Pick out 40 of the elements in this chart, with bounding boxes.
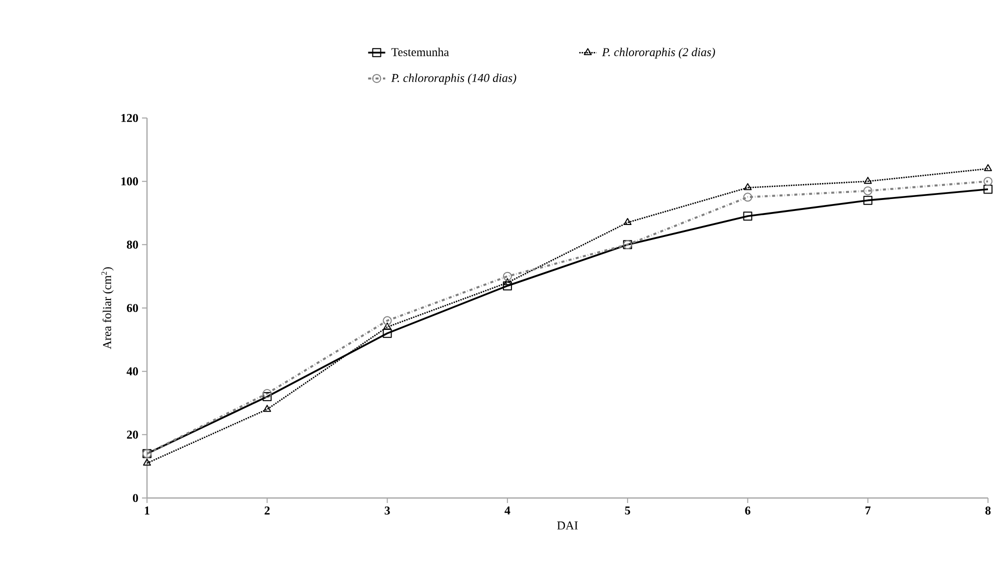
point [984,184,993,194]
point [743,212,752,221]
point [382,328,392,338]
y-tick-label: 120 [121,114,138,122]
x-tick-label: 5 [625,506,630,514]
y-tick-label: 100 [121,177,138,186]
point [863,196,872,205]
point [383,322,392,330]
legend-label: Testemunha [391,48,449,56]
point [262,392,272,402]
point [984,176,993,186]
point [624,218,632,225]
x-tick-label: 7 [866,506,871,514]
y-tick-label: 60 [126,304,138,312]
point [502,281,512,290]
y-tick-label: 0 [132,494,138,502]
point [863,186,872,196]
x-tick-label: 8 [985,506,991,515]
y-tick-label: 40 [126,367,138,376]
point [502,272,512,281]
point [984,164,992,172]
y-tick-label: 80 [126,240,138,249]
point [263,404,272,412]
point [743,192,752,202]
x-tick-label: 1 [144,506,150,514]
point [262,389,272,398]
point [864,176,872,184]
point [143,458,151,466]
x-tick-label: 2 [264,506,270,514]
x-tick-label: 4 [504,506,510,514]
point [744,183,752,190]
x-tick-label: 6 [745,506,750,515]
point [503,278,512,286]
point [382,316,392,326]
x-tick-label: 3 [384,506,390,515]
x-axis-title: DAI [557,522,578,530]
legend-label: P. chlororaphis (2 dias) [602,48,716,59]
y-tick-label: 20 [126,430,138,439]
y-axis-title: Area foliar (cm$^{2}$) [101,267,114,350]
legend-label: P. chlororaphis (140 dias) [391,74,516,84]
